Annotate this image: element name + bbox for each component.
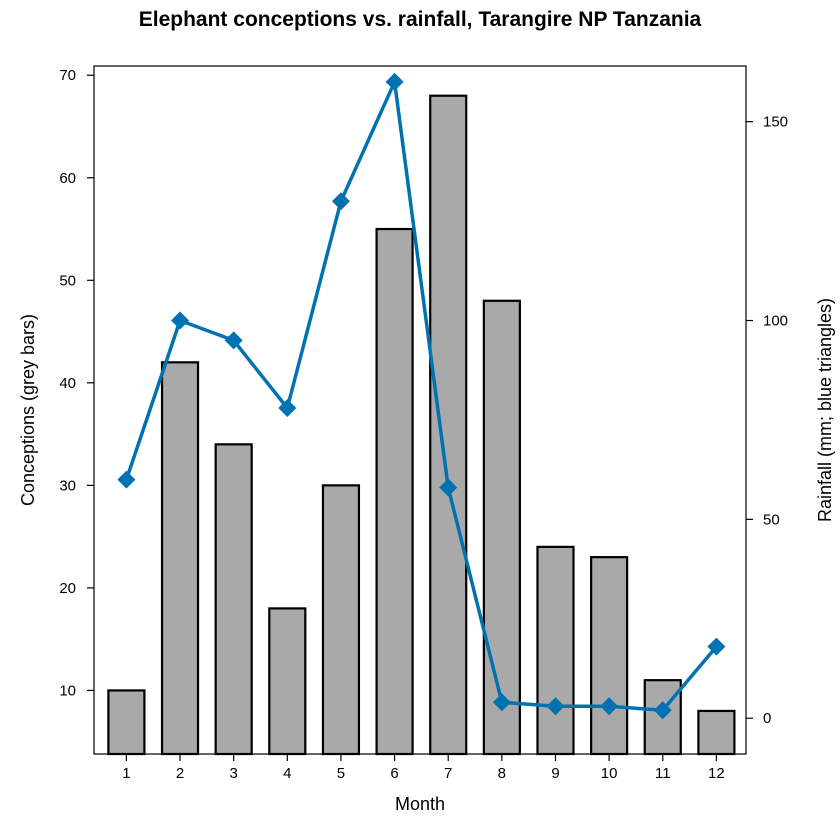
x-tick-label-11: 11 xyxy=(655,765,671,782)
rainfall-point-month-12 xyxy=(707,637,726,656)
rainfall-point-month-7 xyxy=(439,478,458,497)
rainfall-point-month-11 xyxy=(653,701,672,720)
x-tick-label-10: 10 xyxy=(601,765,618,782)
bar-month-3 xyxy=(214,443,253,756)
x-axis-title: Month xyxy=(395,794,445,814)
x-tick-label-3: 3 xyxy=(230,765,238,782)
bar-month-2 xyxy=(160,361,200,756)
x-tick-label-6: 6 xyxy=(390,765,398,782)
y-axis-title: Conceptions (grey bars) xyxy=(18,314,38,506)
x-tick-label-12: 12 xyxy=(708,765,725,782)
y-tick-label-60: 60 xyxy=(59,170,76,187)
y-tick-label-10: 10 xyxy=(59,682,76,699)
rainfall-point-month-4 xyxy=(278,399,297,418)
bar-group xyxy=(107,94,736,756)
y2-axis-title: Rainfall (mm; blue triangles) xyxy=(815,298,835,522)
rainfall-point-month-5 xyxy=(331,192,350,211)
x-tick-label-9: 9 xyxy=(551,765,559,782)
rainfall-point-month-3 xyxy=(224,331,243,350)
y2-tick-label-50: 50 xyxy=(763,511,780,528)
rainfall-line xyxy=(124,80,718,713)
x-tick-label-7: 7 xyxy=(444,765,452,782)
x-tick-label-2: 2 xyxy=(176,765,184,782)
bar-month-9 xyxy=(536,545,575,756)
y-axis-left: 10 20 30 40 50 60 70 xyxy=(59,67,94,699)
x-tick-label-1: 1 xyxy=(122,765,130,782)
y-axis-right: 0 50 100 150 xyxy=(746,114,788,727)
y-tick-label-70: 70 xyxy=(59,67,76,84)
bar-month-8 xyxy=(482,299,521,756)
rainfall-point-month-2 xyxy=(171,311,190,330)
y-tick-label-40: 40 xyxy=(59,375,76,392)
y2-tick-label-0: 0 xyxy=(763,710,771,727)
bar-month-10 xyxy=(590,556,629,756)
x-tick-label-5: 5 xyxy=(337,765,345,782)
rainfall-point-month-8 xyxy=(492,693,511,712)
plot-frame xyxy=(93,65,747,755)
bar-month-6 xyxy=(375,227,414,756)
bar-month-12 xyxy=(697,709,736,756)
bar-month-7 xyxy=(429,94,468,756)
y-tick-label-50: 50 xyxy=(59,272,76,289)
x-tick-label-4: 4 xyxy=(283,765,291,782)
bar-month-5 xyxy=(321,484,361,756)
y2-tick-label-150: 150 xyxy=(763,114,788,131)
rainfall-series xyxy=(117,72,726,720)
rainfall-point-month-6 xyxy=(385,72,404,91)
bar-month-1 xyxy=(107,689,146,756)
x-axis: 1 2 3 4 5 6 7 8 9 10 11 12 xyxy=(122,754,725,782)
y2-tick-label-100: 100 xyxy=(763,313,788,330)
bar-month-4 xyxy=(268,607,307,756)
rainfall-point-month-10 xyxy=(600,697,619,716)
rainfall-point-month-1 xyxy=(117,470,136,489)
y-tick-label-20: 20 xyxy=(59,580,76,597)
y-tick-label-30: 30 xyxy=(59,477,76,494)
chart-title: Elephant conceptions vs. rainfall, Taran… xyxy=(139,8,702,31)
rainfall-point-month-9 xyxy=(546,697,565,716)
x-tick-label-8: 8 xyxy=(498,765,506,782)
